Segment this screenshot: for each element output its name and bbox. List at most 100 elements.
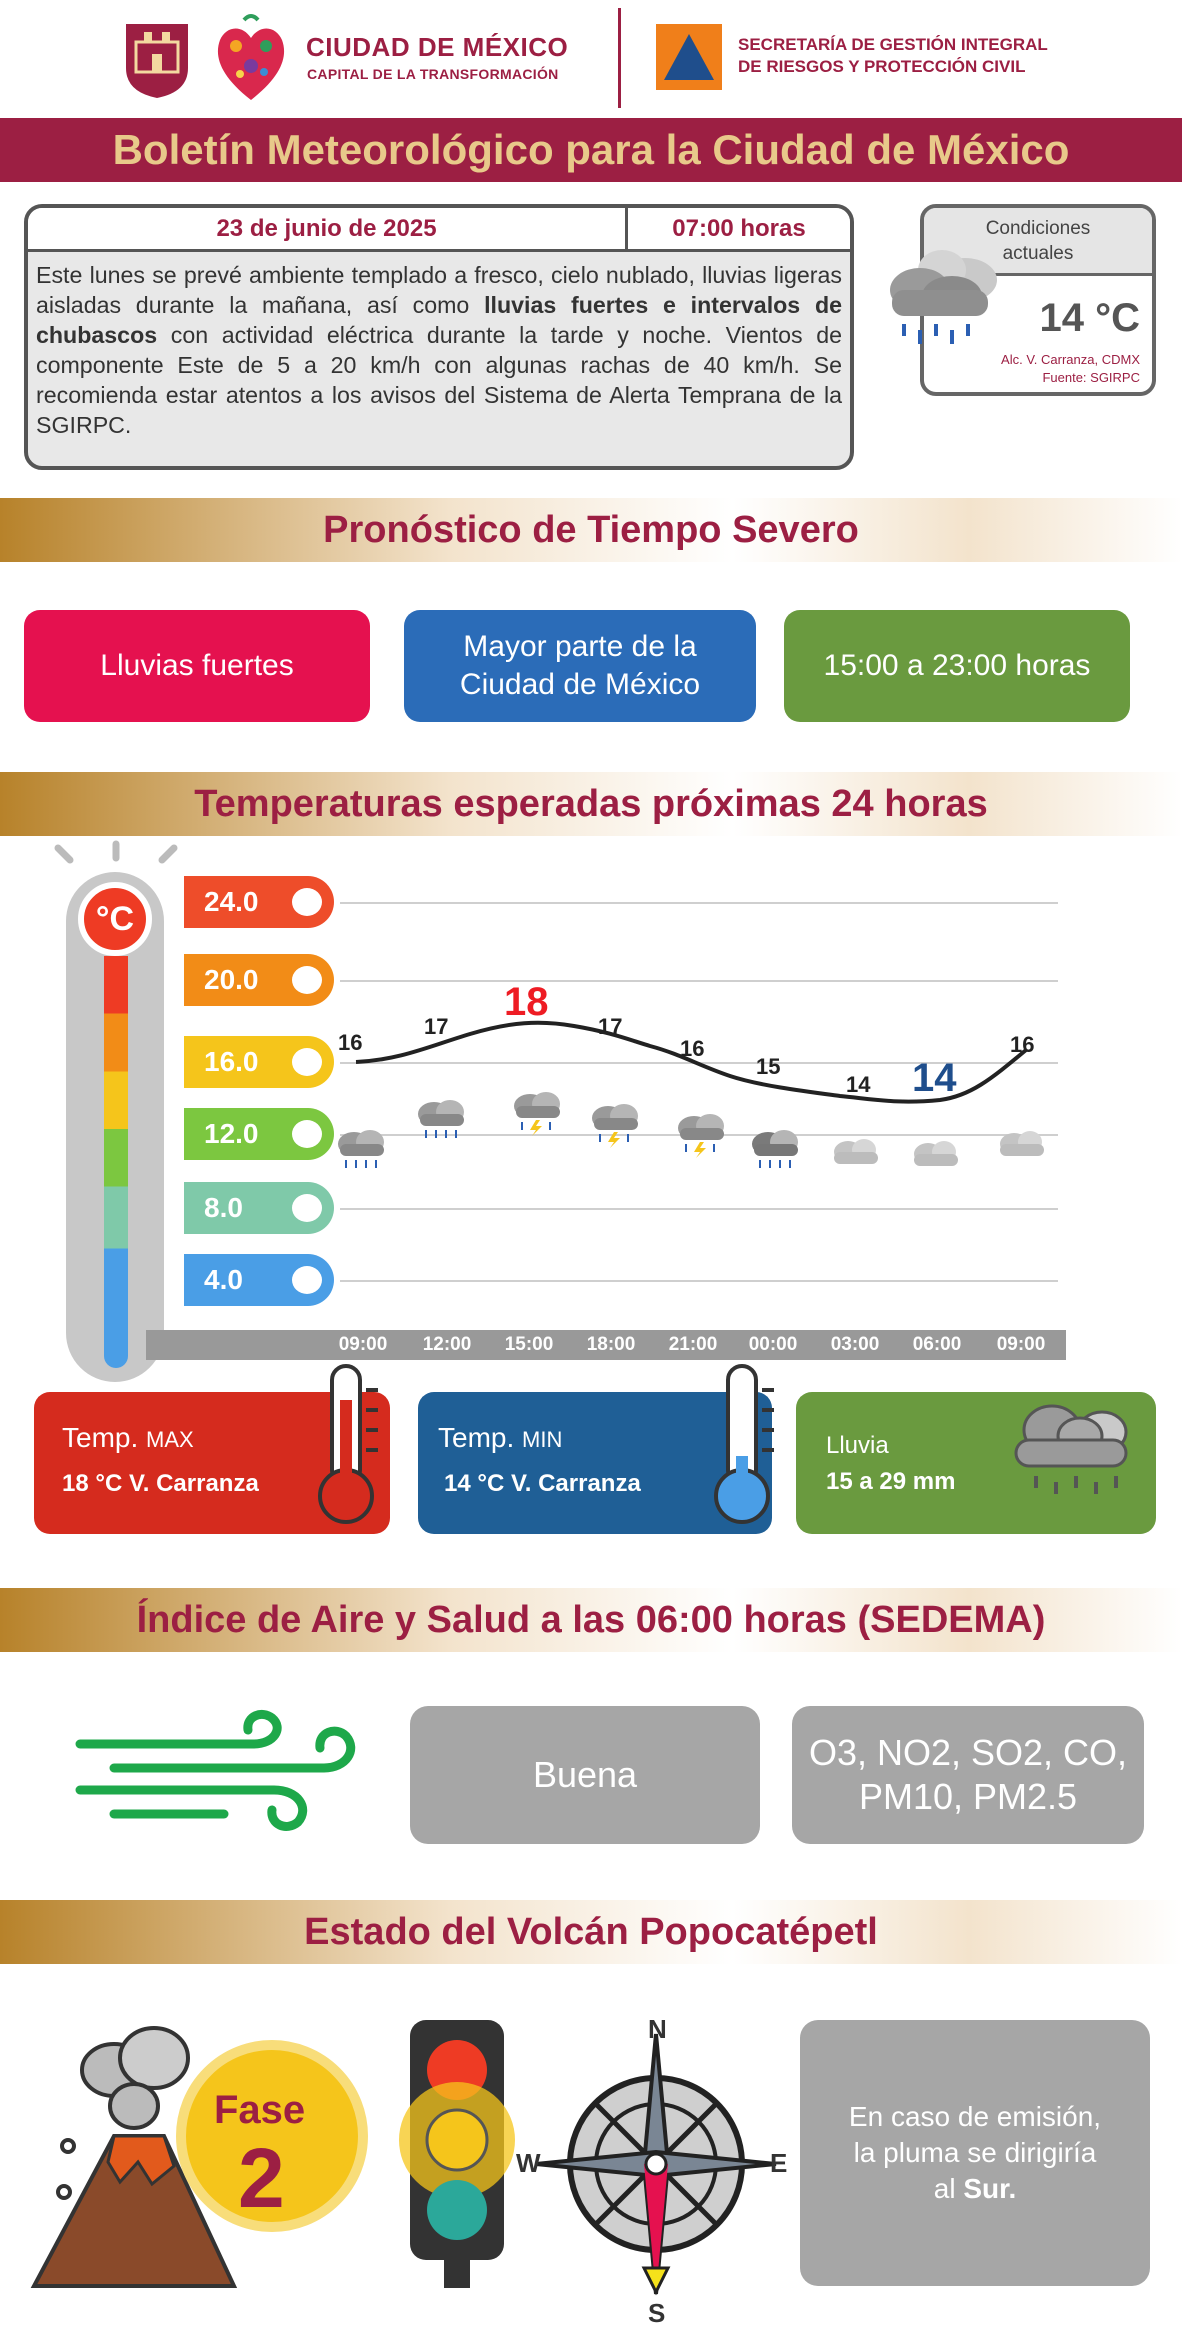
storm-cloud-icon (592, 1104, 638, 1148)
current-location: Alc. V. Carranza, CDMX (1001, 352, 1140, 367)
temp-min-suffix: MIN (522, 1427, 563, 1452)
compass-s: S (648, 2298, 666, 2328)
temp-label: 17 (424, 1014, 449, 1039)
pollutants-line2: PM10, PM2.5 (858, 1776, 1078, 1817)
bulletin-date: 23 de junio de 2025 (28, 208, 628, 249)
severe-heading: Pronóstico de Tiempo Severo (323, 509, 859, 551)
time-tick: 09:00 (338, 1334, 388, 1355)
level-tag: 16.0 (184, 1036, 334, 1088)
bulletin-text-part2: con actividad eléctrica durante la tarde… (36, 322, 842, 438)
traffic-light-icon (399, 2020, 515, 2288)
current-temperature: 14 °C (1039, 296, 1141, 340)
bulletin-time: 07:00 horas (672, 215, 806, 242)
temp-min-title: Temp. MIN (438, 1422, 562, 1454)
rain-cloud-icon (890, 250, 997, 344)
bulletin-text: Este lunes se prevé ambiente templado a … (28, 252, 850, 448)
sgirpc-logo (656, 24, 722, 90)
current-source: Fuente: SGIRPC (1042, 370, 1140, 385)
temp-max-value: 18 °C V. Carranza (62, 1470, 259, 1497)
compass-e: E (770, 2148, 788, 2178)
temp-max-label: 18 (504, 980, 549, 1024)
volcano-heading: Estado del Volcán Popocatépetl (304, 1911, 878, 1953)
gov-slogan: CAPITAL DE LA TRANSFORMACIÓN (307, 66, 559, 82)
celsius-label: °C (95, 900, 135, 938)
bulletin-header: 23 de junio de 2025 07:00 horas (28, 208, 850, 252)
time-tick: 03:00 (830, 1334, 880, 1355)
temps-heading: Temperaturas esperadas próximas 24 horas (194, 783, 988, 825)
temp-label: 16 (1010, 1032, 1035, 1057)
temp-max-label-text: Temp. (62, 1422, 139, 1453)
cold-thermometer-icon (714, 1364, 774, 1524)
temp-label: 14 (846, 1072, 871, 1097)
gridline (340, 980, 1058, 982)
level-dot (292, 888, 322, 916)
time-tick: 21:00 (668, 1334, 718, 1355)
secretaria-line1: SECRETARÍA DE GESTIÓN INTEGRAL (738, 35, 1048, 54)
level-value: 24.0 (204, 886, 259, 917)
rain-cloud-icon (1014, 1404, 1128, 1494)
temp-min-box: Temp. MIN 14 °C V. Carranza (418, 1392, 772, 1534)
time-tick: 09:00 (996, 1334, 1046, 1355)
level-value: 20.0 (204, 964, 259, 995)
air-quality-box: Buena (410, 1706, 760, 1844)
severe-banner: Pronóstico de Tiempo Severo (0, 498, 1182, 562)
temp-max-suffix: MAX (146, 1427, 194, 1452)
compass-w: W (516, 2148, 541, 2178)
secretaria-name: SECRETARÍA DE GESTIÓN INTEGRAL DE RIESGO… (738, 34, 1048, 78)
current-conditions: Condiciones actuales 14 °C Alc. V. Carra… (920, 204, 1156, 396)
temp-min-label: 14 (912, 1056, 957, 1100)
severe-area-line1: Mayor parte de la (463, 630, 697, 663)
compass-icon (535, 2033, 777, 2296)
rain-cloud-icon (752, 1130, 798, 1168)
heart-logo (217, 14, 285, 100)
bulletin-text-bold: lluvias fuertes e intervalos de chubasco… (36, 292, 842, 348)
air-heading: Índice de Aire y Salud a las 06:00 horas… (136, 1599, 1046, 1641)
temperature-curve (355, 1020, 1028, 1104)
gridline (340, 1208, 1058, 1210)
temp-label: 15 (756, 1054, 781, 1079)
level-tag: 8.0 (184, 1182, 334, 1234)
header-divider (618, 8, 621, 108)
volcano-icon (30, 2026, 238, 2288)
header: CIUDAD DE MÉXICO CAPITAL DE LA TRANSFORM… (0, 0, 1182, 118)
rain-cloud-icon (418, 1100, 464, 1138)
level-value: 4.0 (204, 1264, 243, 1295)
air-quality-value: Buena (532, 1754, 638, 1795)
level-tag: 4.0 (184, 1254, 334, 1306)
gridline (340, 1280, 1058, 1282)
level-tag: 20.0 (184, 954, 334, 1006)
storm-cloud-icon (678, 1114, 724, 1158)
thermometer: °C (52, 840, 178, 1382)
time-tick: 18:00 (586, 1334, 636, 1355)
severe-area: Mayor parte de la Ciudad de México (404, 610, 756, 722)
temp-max-title: Temp. MAX (62, 1422, 194, 1454)
plume-line1: En caso de emisión, (848, 2101, 1102, 2132)
temp-label: 16 (338, 1030, 363, 1055)
thermometer-rays-icon (54, 840, 178, 864)
title-bar: Boletín Meteorológico para la Ciudad de … (0, 118, 1182, 182)
temp-min-label-text: Temp. (438, 1422, 515, 1453)
air-banner: Índice de Aire y Salud a las 06:00 horas… (0, 1588, 1182, 1652)
level-tag: 24.0 (184, 876, 334, 928)
severe-area-line2: Ciudad de México (459, 668, 701, 701)
storm-cloud-icon (514, 1092, 560, 1136)
rain-title: Lluvia (826, 1432, 889, 1459)
severe-period-text: 15:00 a 23:00 horas (823, 649, 1091, 682)
temp-label: 16 (680, 1036, 705, 1061)
plume-direction: Sur. (963, 2173, 1017, 2204)
gov-name: CIUDAD DE MÉXICO (306, 32, 569, 62)
current-conditions-title-line1: Condiciones (985, 218, 1091, 239)
secretaria-line2: DE RIESGOS Y PROTECCIÓN CIVIL (738, 57, 1026, 76)
time-axis (146, 1330, 1066, 1360)
current-conditions-title: Condiciones actuales (924, 208, 1152, 276)
hot-thermometer-icon (318, 1364, 378, 1524)
temps-banner: Temperaturas esperadas próximas 24 horas (0, 772, 1182, 836)
level-dot (292, 1266, 322, 1294)
plume-line3-prefix: al (933, 2173, 964, 2204)
cloud-icon (1000, 1131, 1044, 1156)
gridline (340, 902, 1058, 904)
compass-n: N (648, 2014, 667, 2044)
rain-cloud-icon (338, 1130, 384, 1168)
phase-label: Fase (214, 2088, 306, 2132)
time-tick: 15:00 (504, 1334, 554, 1355)
